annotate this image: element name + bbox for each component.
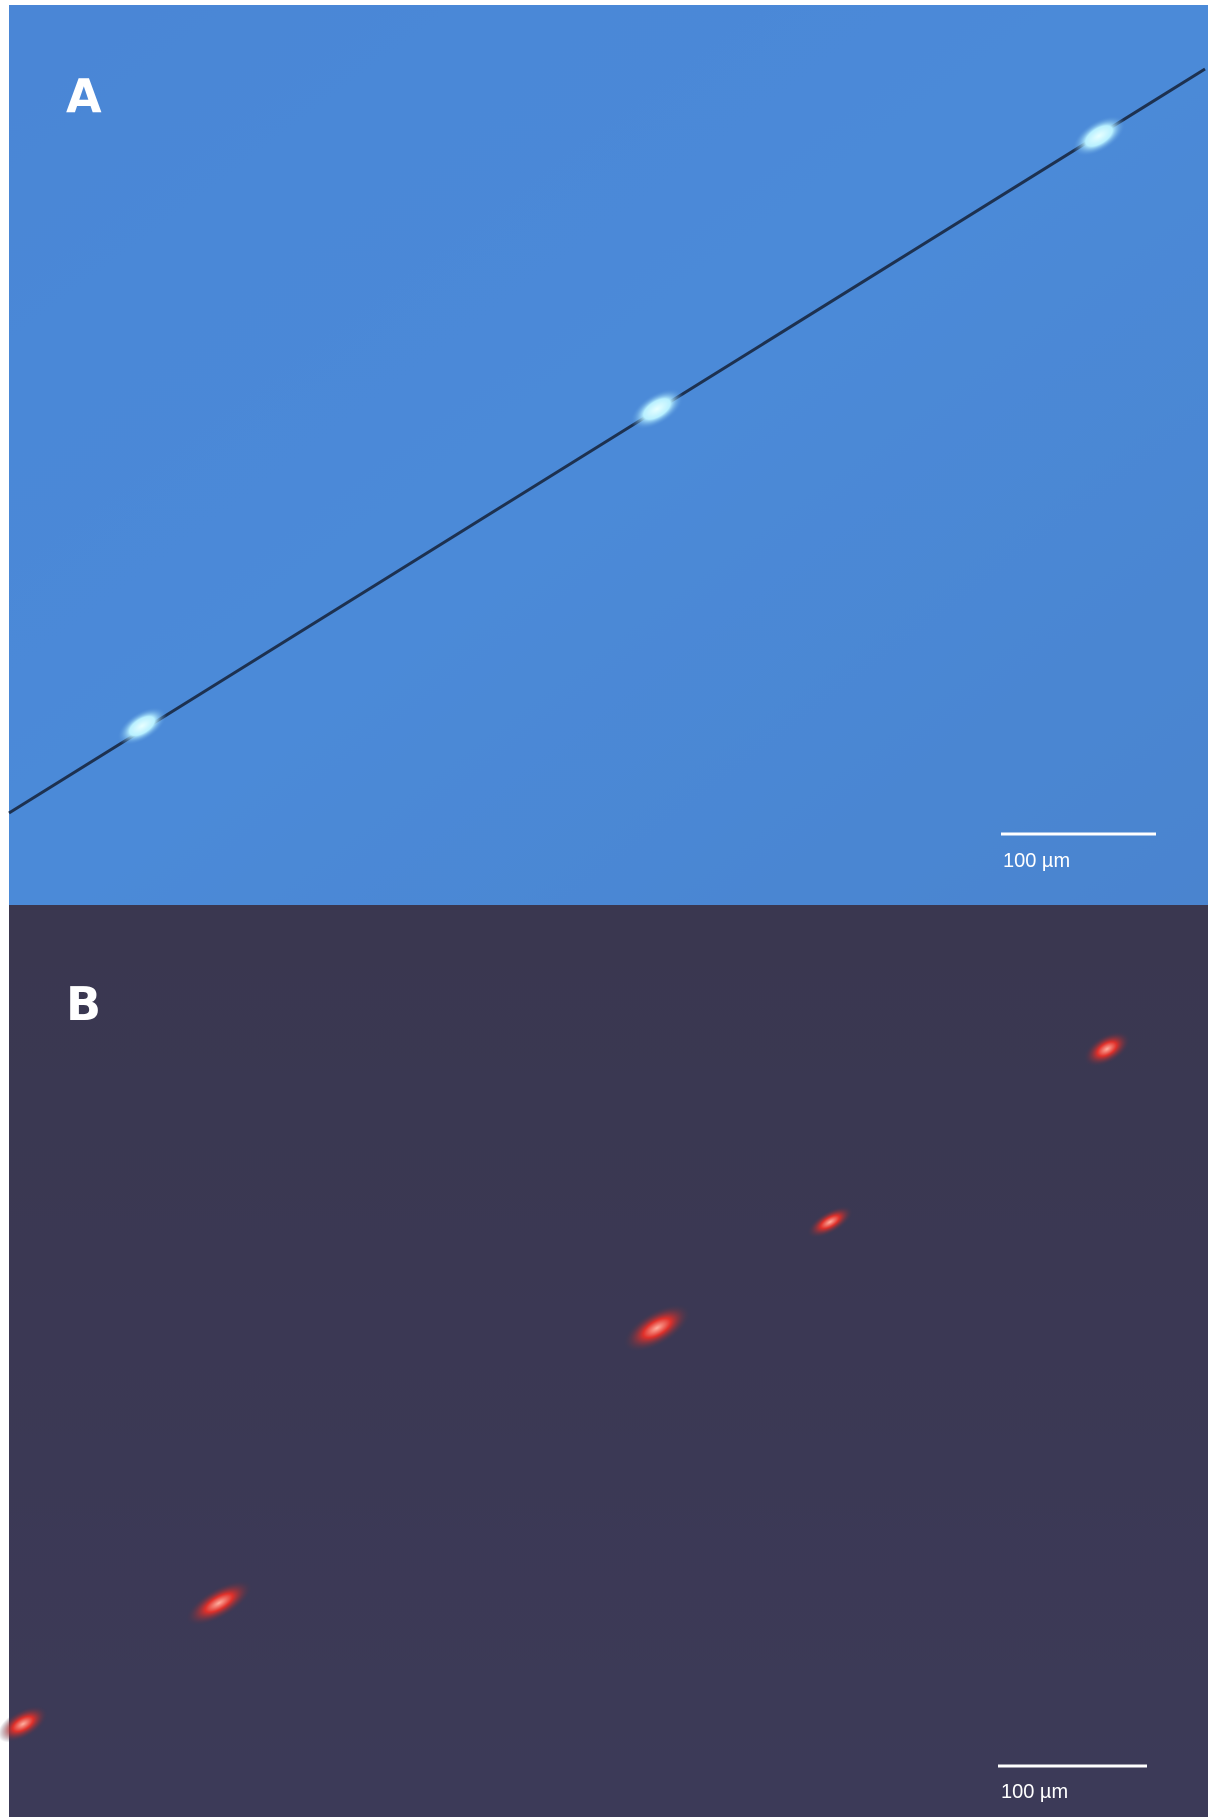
panel-b: B 100 µm (0, 905, 1208, 1817)
scale-bar-label: 100 µm (1003, 850, 1070, 872)
fluorescence-image (9, 905, 1208, 1817)
panel-label: B (66, 977, 101, 1031)
scale-bar-label: 100 µm (1001, 1781, 1068, 1803)
figure: A 100 µm B 100 µm (0, 0, 1218, 1817)
phase-contrast-image (9, 5, 1208, 905)
panel-a: A 100 µm (9, 5, 1208, 905)
panel-label: A (66, 69, 102, 123)
